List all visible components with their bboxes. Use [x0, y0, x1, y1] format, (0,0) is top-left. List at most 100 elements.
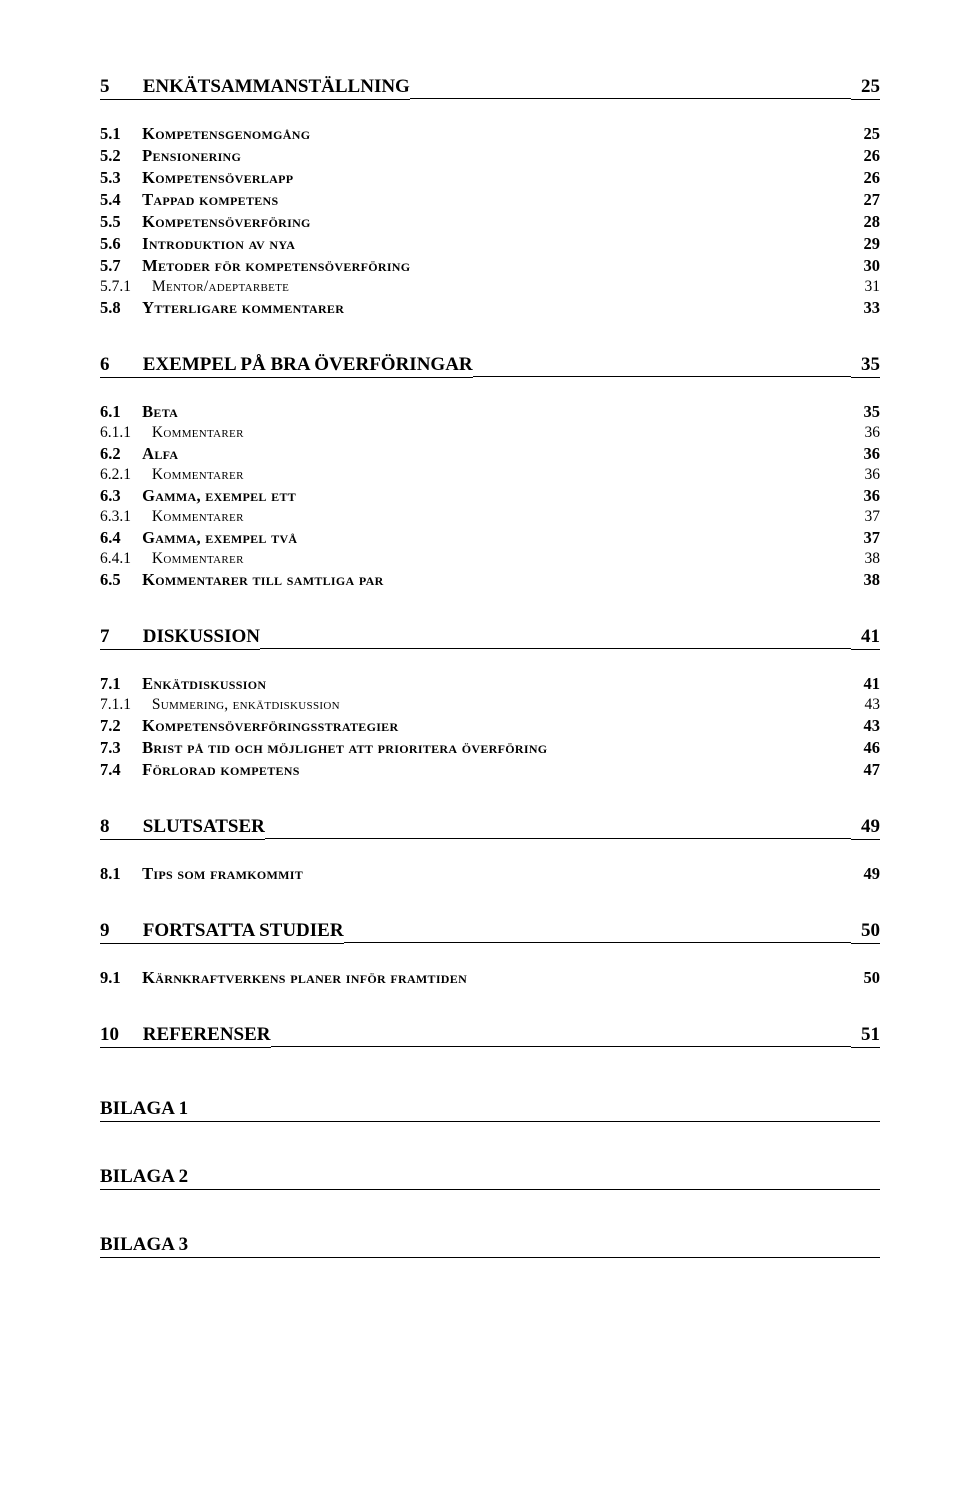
toc-entry: 5.7 Metoder för kompetensöverföring 30: [100, 256, 880, 276]
toc-entry-label: 6.3.1 Kommentarer: [100, 508, 244, 526]
toc-entry-title: Kompetensöverföring: [142, 212, 311, 231]
toc-entry: 5 ENKÄTSAMMANSTÄLLNING25: [100, 76, 880, 100]
toc-entry-number: 6: [100, 354, 136, 376]
toc-entry-page: 29: [854, 234, 881, 254]
toc-entry-label: 6.2.1 Kommentarer: [100, 466, 244, 484]
toc-entry-number: 7.1: [100, 674, 136, 694]
toc-entry-page: 36: [854, 486, 881, 506]
toc-entry-label: 5.4 Tappad kompetens: [100, 190, 279, 210]
appendix-entry: BILAGA 1: [100, 1098, 880, 1122]
toc-entry-page: 43: [854, 716, 881, 736]
toc-entry-label: 6.1 Beta: [100, 402, 178, 422]
toc-entry-page: 30: [854, 256, 881, 276]
toc-entry-label: 6.4.1 Kommentarer: [100, 550, 244, 568]
toc-entry: 6.1 Beta 35: [100, 402, 880, 422]
toc-entry-number: 5.8: [100, 298, 136, 318]
heading-underline: [271, 1046, 852, 1047]
toc-entry-number: 6.1: [100, 402, 136, 422]
toc-entry: 9 FORTSATTA STUDIER 50: [100, 920, 880, 944]
toc-entry: 10 REFERENSER51: [100, 1024, 880, 1048]
toc-entry-title: Kommentarer till samtliga par: [142, 570, 383, 589]
toc-entry: 7.1 Enkätdiskussion41: [100, 674, 880, 694]
toc-entry-label: 8.1 Tips som framkommit: [100, 864, 303, 884]
toc-entry: 5.8 Ytterligare kommentarer 33: [100, 298, 880, 318]
toc-entry: 5.3 Kompetensöverlapp26: [100, 168, 880, 188]
toc-entry-number: 5.6: [100, 234, 136, 254]
toc-entry-number: 9.1: [100, 968, 136, 988]
toc-entry: 6.3 Gamma, exempel ett36: [100, 486, 880, 506]
toc-entry: 8.1 Tips som framkommit 49: [100, 864, 880, 884]
toc-entry-number: 5.7.1: [100, 278, 146, 296]
toc-entry-number: 6.5: [100, 570, 136, 590]
toc-entry-title: Gamma, exempel ett: [142, 486, 296, 505]
toc-entry-page: 38: [855, 550, 881, 568]
toc-entry-title: SLUTSATSER: [143, 816, 265, 837]
toc-entry-title: Kommentarer: [152, 508, 244, 525]
toc-entry-label: 5.8 Ytterligare kommentarer: [100, 298, 344, 318]
toc-entry-number: 9: [100, 920, 136, 942]
toc-entry-page: 50: [851, 920, 880, 944]
toc-entry: 9.1 Kärnkraftverkens planer inför framti…: [100, 968, 880, 988]
toc-entry-label: 8 SLUTSATSER: [100, 816, 265, 840]
toc-entry-title: Ytterligare kommentarer: [142, 298, 344, 317]
toc-entry-label: 6.5 Kommentarer till samtliga par: [100, 570, 384, 590]
toc-entry-page: 31: [855, 278, 881, 296]
toc-entry-title: Tappad kompetens: [142, 190, 278, 209]
toc-entry-page: 49: [854, 864, 881, 884]
toc-entry-page: 36: [854, 444, 881, 464]
toc-entry-page: 49: [851, 816, 880, 840]
toc-entry: 7.4 Förlorad kompetens47: [100, 760, 880, 780]
heading-underline: [344, 942, 851, 943]
toc-entry-title: Kommentarer: [152, 550, 244, 567]
toc-entry-title: DISKUSSION: [143, 626, 260, 647]
toc-entry: 7.1.1 Summering, enkätdiskussion43: [100, 696, 880, 714]
toc-entry-number: 6.3.1: [100, 508, 146, 526]
toc-entry-number: 6.1.1: [100, 424, 146, 442]
toc-entry-number: 7.2: [100, 716, 136, 736]
toc-entry-number: 6.4: [100, 528, 136, 548]
toc-entry-page: 25: [854, 124, 881, 144]
toc-entry: 6.2.1 Kommentarer 36: [100, 466, 880, 484]
heading-underline: [260, 648, 851, 649]
toc-entry-label: 7.3 Brist på tid och möjlighet att prior…: [100, 738, 547, 758]
toc-entry-label: 6.2 Alfa: [100, 444, 178, 464]
toc-entry-page: 36: [855, 466, 881, 484]
toc-entry-label: 5.5 Kompetensöverföring: [100, 212, 311, 232]
toc-entry-number: 6.2: [100, 444, 136, 464]
toc-entry-page: 33: [854, 298, 881, 318]
toc-entry-number: 5.4: [100, 190, 136, 210]
toc-entry-page: 38: [854, 570, 881, 590]
toc-entry: 6.4.1 Kommentarer 38: [100, 550, 880, 568]
toc-entry-title: Metoder för kompetensöverföring: [142, 256, 410, 275]
toc-entry-title: Tips som framkommit: [142, 864, 303, 883]
toc-entry-page: 28: [854, 212, 881, 232]
toc-entry-label: 5.2 Pensionering: [100, 146, 241, 166]
toc-entry-label: 7.2 Kompetensöverföringsstrategier: [100, 716, 398, 736]
heading-underline: [473, 376, 851, 377]
toc-entry-title: Kompetensöverföringsstrategier: [142, 716, 398, 735]
toc-entry-label: 10 REFERENSER: [100, 1024, 271, 1048]
toc-entry-number: 5.3: [100, 168, 136, 188]
toc-entry-number: 8: [100, 816, 136, 838]
toc-entry: 5.4 Tappad kompetens27: [100, 190, 880, 210]
toc-entry-label: 7.4 Förlorad kompetens: [100, 760, 300, 780]
toc-entry-label: 5 ENKÄTSAMMANSTÄLLNING: [100, 76, 410, 100]
toc-entry-title: Förlorad kompetens: [142, 760, 300, 779]
toc-entry-title: ENKÄTSAMMANSTÄLLNING: [143, 76, 410, 97]
toc-entry-label: 6.1.1 Kommentarer: [100, 424, 244, 442]
toc-entry-title: REFERENSER: [143, 1024, 271, 1045]
toc-entry-label: 5.3 Kompetensöverlapp: [100, 168, 293, 188]
toc-entry-title: Alfa: [142, 444, 178, 463]
toc-entry: 6 EXEMPEL PÅ BRA ÖVERFÖRINGAR35: [100, 354, 880, 378]
toc-entry-label: 6.4 Gamma, exempel två: [100, 528, 297, 548]
heading-underline: [265, 838, 851, 839]
heading-underline: [410, 98, 851, 99]
toc-entry-number: 5.5: [100, 212, 136, 232]
toc-entry-title: Introduktion av nya: [142, 234, 295, 253]
toc-entry-page: 35: [854, 402, 881, 422]
toc-entry-number: 5: [100, 76, 136, 98]
toc-entry-title: Pensionering: [142, 146, 241, 165]
toc-entry-title: Kompetensgenomgång: [142, 124, 310, 143]
toc-entry-label: 5.7 Metoder för kompetensöverföring: [100, 256, 410, 276]
toc-entry-title: FORTSATTA STUDIER: [143, 920, 344, 941]
